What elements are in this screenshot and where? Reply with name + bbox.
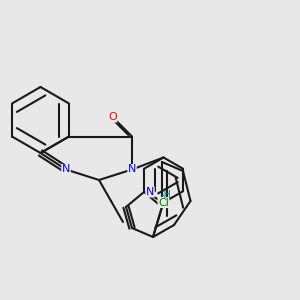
Text: N: N: [62, 164, 70, 175]
Text: N: N: [146, 187, 154, 197]
Text: N: N: [128, 164, 136, 175]
Text: -H: -H: [160, 190, 171, 200]
Text: Cl: Cl: [158, 197, 169, 208]
Text: O: O: [108, 112, 117, 122]
